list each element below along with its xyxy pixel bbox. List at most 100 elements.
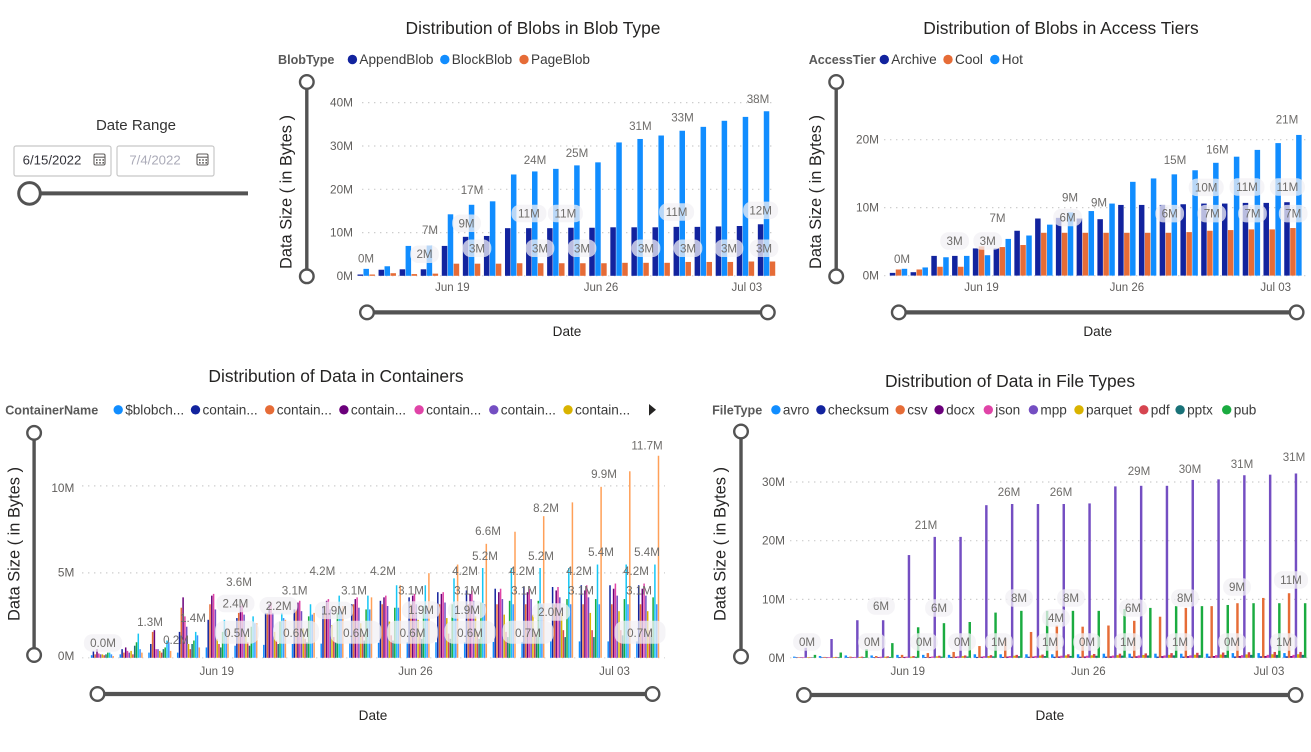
svg-text:Date: Date xyxy=(359,708,388,723)
svg-text:Jul 03: Jul 03 xyxy=(599,666,630,678)
svg-text:4M: 4M xyxy=(1048,612,1064,625)
svg-text:Distribution of Data in File T: Distribution of Data in File Types xyxy=(885,371,1135,391)
svg-text:Jun 19: Jun 19 xyxy=(964,282,999,294)
svg-text:4.2M: 4.2M xyxy=(509,565,535,578)
svg-text:3M: 3M xyxy=(638,242,654,255)
svg-text:7M: 7M xyxy=(1285,208,1301,221)
svg-text:3.1M: 3.1M xyxy=(568,584,594,597)
svg-text:10M: 10M xyxy=(51,481,74,495)
svg-text:1.3M: 1.3M xyxy=(137,616,163,629)
svg-text:Distribution of Data in Contai: Distribution of Data in Containers xyxy=(208,366,463,386)
svg-text:Data Size ( in Bytes ): Data Size ( in Bytes ) xyxy=(5,467,23,621)
svg-text:Date Range: Date Range xyxy=(96,117,176,134)
svg-text:7M: 7M xyxy=(422,224,438,237)
svg-text:3.6M: 3.6M xyxy=(226,576,252,589)
svg-text:0M: 0M xyxy=(1224,636,1240,649)
svg-text:3.1M: 3.1M xyxy=(341,584,367,597)
svg-text:9.9M: 9.9M xyxy=(591,468,617,481)
svg-text:4.2M: 4.2M xyxy=(566,565,592,578)
svg-text:0.5M: 0.5M xyxy=(224,627,250,640)
svg-text:pdf: pdf xyxy=(1151,402,1170,417)
svg-text:0M: 0M xyxy=(358,253,374,266)
svg-text:0.6M: 0.6M xyxy=(343,627,369,640)
svg-text:Jun 26: Jun 26 xyxy=(1110,282,1145,294)
svg-text:3M: 3M xyxy=(980,235,996,248)
svg-text:0.7M: 0.7M xyxy=(627,627,653,640)
svg-text:9M: 9M xyxy=(1062,192,1078,205)
svg-text:1.4M: 1.4M xyxy=(180,612,206,625)
svg-text:pub: pub xyxy=(1234,402,1257,417)
svg-text:3M: 3M xyxy=(947,235,963,248)
svg-text:8M: 8M xyxy=(1177,592,1193,605)
svg-text:3M: 3M xyxy=(469,242,485,255)
svg-text:7M: 7M xyxy=(1204,208,1220,221)
svg-text:11M: 11M xyxy=(666,206,688,219)
svg-text:0M: 0M xyxy=(894,253,910,266)
svg-text:26M: 26M xyxy=(998,486,1021,499)
svg-text:20M: 20M xyxy=(762,534,785,548)
svg-text:Jul 03: Jul 03 xyxy=(1254,666,1285,678)
svg-text:0.2M: 0.2M xyxy=(163,634,189,647)
svg-text:ContainerName: ContainerName xyxy=(5,403,98,417)
svg-text:contain...: contain... xyxy=(575,402,630,417)
svg-text:6.6M: 6.6M xyxy=(475,525,501,538)
svg-text:0M: 0M xyxy=(954,636,970,649)
svg-text:avro: avro xyxy=(783,402,809,417)
svg-text:8.2M: 8.2M xyxy=(533,502,559,515)
svg-text:2.0M: 2.0M xyxy=(538,606,564,619)
svg-text:Distribution of Blobs in Blob: Distribution of Blobs in Blob Type xyxy=(406,18,661,38)
svg-text:contain...: contain... xyxy=(426,402,481,417)
svg-text:contain...: contain... xyxy=(277,402,332,417)
svg-text:1.9M: 1.9M xyxy=(408,604,434,617)
svg-text:26M: 26M xyxy=(1050,486,1073,499)
svg-text:1M: 1M xyxy=(1172,636,1188,649)
svg-text:Hot: Hot xyxy=(1002,52,1023,67)
svg-text:20M: 20M xyxy=(330,182,353,196)
svg-text:6M: 6M xyxy=(873,600,889,613)
svg-text:0M: 0M xyxy=(58,649,74,663)
svg-text:Jun 26: Jun 26 xyxy=(584,282,619,294)
svg-text:9M: 9M xyxy=(1091,197,1107,210)
svg-text:31M: 31M xyxy=(1231,458,1254,471)
svg-text:json: json xyxy=(994,402,1020,417)
svg-text:5M: 5M xyxy=(58,566,74,580)
svg-text:0.6M: 0.6M xyxy=(400,627,426,640)
svg-text:3M: 3M xyxy=(721,242,737,255)
svg-text:9M: 9M xyxy=(458,217,474,230)
svg-text:3M: 3M xyxy=(574,242,590,255)
svg-text:7M: 7M xyxy=(1244,208,1260,221)
svg-text:30M: 30M xyxy=(762,475,785,489)
svg-text:30M: 30M xyxy=(1179,463,1202,476)
svg-text:6M: 6M xyxy=(931,602,947,615)
svg-text:17M: 17M xyxy=(461,184,484,197)
svg-text:0M: 0M xyxy=(799,636,815,649)
svg-text:31M: 31M xyxy=(629,120,652,133)
svg-text:10M: 10M xyxy=(856,201,879,215)
svg-text:pptx: pptx xyxy=(1187,402,1213,417)
svg-text:20M: 20M xyxy=(856,133,879,147)
svg-text:11.7M: 11.7M xyxy=(631,440,662,453)
svg-text:8M: 8M xyxy=(1063,592,1079,605)
svg-text:29M: 29M xyxy=(1128,465,1151,478)
svg-text:3M: 3M xyxy=(756,242,772,255)
svg-text:5.4M: 5.4M xyxy=(588,546,614,559)
svg-text:$blobch...: $blobch... xyxy=(125,402,184,417)
svg-text:4.2M: 4.2M xyxy=(452,565,478,578)
svg-text:0M: 0M xyxy=(769,651,785,665)
svg-text:3.1M: 3.1M xyxy=(511,584,537,597)
svg-text:1M: 1M xyxy=(1276,636,1292,649)
svg-text:2.4M: 2.4M xyxy=(223,598,249,611)
svg-text:Jun 19: Jun 19 xyxy=(435,282,470,294)
svg-text:40M: 40M xyxy=(330,96,353,110)
svg-text:3.1M: 3.1M xyxy=(398,584,424,597)
svg-text:contain...: contain... xyxy=(501,402,556,417)
svg-text:4.2M: 4.2M xyxy=(623,565,649,578)
svg-text:0.7M: 0.7M xyxy=(515,627,541,640)
svg-text:0.6M: 0.6M xyxy=(283,627,309,640)
svg-text:2.2M: 2.2M xyxy=(266,600,292,613)
svg-text:2M: 2M xyxy=(416,248,432,261)
svg-text:11M: 11M xyxy=(1277,181,1299,194)
svg-text:PageBlob: PageBlob xyxy=(531,52,590,67)
svg-text:3M: 3M xyxy=(680,242,696,255)
svg-text:1M: 1M xyxy=(991,636,1007,649)
